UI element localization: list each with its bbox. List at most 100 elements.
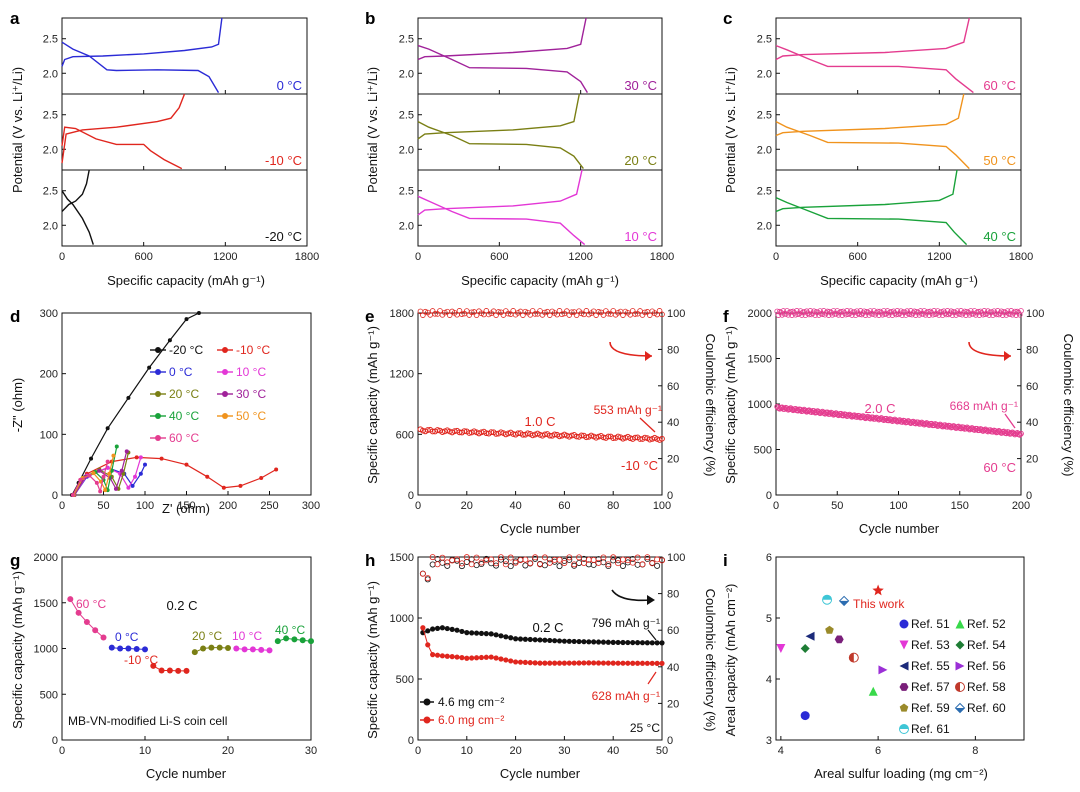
y-ticklabel: 2.0: [757, 220, 772, 232]
charge-curve--10 °C: [61, 93, 186, 164]
plot-frame: [61, 556, 312, 741]
rate-point: [283, 635, 290, 642]
capacity-point: [551, 431, 558, 438]
rate-point: [200, 645, 207, 652]
x-ticklabel: 1200: [927, 251, 951, 263]
f-y2label: Coulombic efficiency (%): [1061, 334, 1076, 477]
subplot-frame: [417, 169, 663, 247]
ce-point: [642, 309, 648, 316]
panel-label-i: i: [723, 551, 728, 570]
y-ticklabel: 1000: [34, 644, 58, 656]
point-Ref. 61-fill: [822, 595, 832, 600]
h-temp-label: 25 °C: [630, 721, 660, 735]
nyquist-point: [91, 471, 96, 476]
x-ticklabel: 600: [134, 251, 152, 263]
ce-point-CE 6.0 mg cm⁻²: [444, 559, 451, 566]
ce-point: [532, 311, 538, 317]
x-ticklabel: 600: [848, 251, 866, 263]
g-label-10: 10 °C: [232, 629, 262, 643]
ce-point: [980, 311, 986, 318]
g-ylabel: Specific capacity (mAh g⁻¹): [10, 571, 25, 729]
final-arrow: [639, 417, 656, 433]
temp-label-c-2: 40 °C: [983, 229, 1016, 244]
capacity-point-6.0 mg cm⁻²: [420, 625, 426, 631]
rate-point: [92, 627, 99, 634]
point-Ref. 55: [805, 631, 815, 641]
x-ticklabel: 0: [59, 745, 65, 757]
ce-point: [874, 308, 881, 315]
nyquist-point: [113, 486, 118, 491]
nyquist-point: [70, 493, 75, 497]
h-legend: 4.6 mg cm⁻² 6.0 mg cm⁻²: [420, 695, 504, 727]
capacity-point: [524, 430, 531, 437]
charge-curve-20 °C: [417, 93, 580, 140]
discharge-curve-0 °C: [61, 41, 220, 93]
ce-point: [422, 308, 429, 315]
ce-point: [956, 311, 963, 317]
capacity-point: [1018, 430, 1024, 437]
ce-point-CE 4.6 mg cm⁻²: [590, 561, 597, 568]
ce-point: [546, 312, 553, 318]
y-ticklabel: 2.5: [399, 186, 414, 198]
ce-point: [505, 310, 512, 317]
ce-point-CE 4.6 mg cm⁻²: [644, 555, 651, 562]
ce-point-CE 6.0 mg cm⁻²: [600, 554, 607, 561]
ce-point-CE 6.0 mg cm⁻²: [458, 560, 465, 567]
y-ticklabel: 0: [766, 490, 772, 502]
nyquist-curve--20 °C: [71, 312, 200, 496]
ce-point-CE 6.0 mg cm⁻²: [595, 559, 602, 566]
i-xlabel: Areal sulfur loading (mg cm⁻²): [814, 766, 988, 781]
capacity-point: [642, 434, 648, 441]
legend-label-50 °C: 50 °C: [236, 409, 266, 423]
ce-point: [993, 311, 1000, 318]
ce-point-CE 6.0 mg cm⁻²: [624, 557, 631, 564]
h-legend-marker-2: [420, 716, 434, 724]
rate-point: [75, 609, 82, 616]
ce-point-CE 6.0 mg cm⁻²: [522, 556, 529, 563]
ce-point: [559, 311, 565, 318]
g-xlabel: Cycle number: [146, 766, 227, 781]
x-ticklabel: 6: [875, 745, 881, 757]
ce-point: [998, 308, 1005, 315]
ce-point: [573, 312, 580, 318]
ce-point: [966, 312, 973, 318]
ce-point-CE 6.0 mg cm⁻²: [556, 556, 563, 563]
x-ticklabel: 150: [177, 500, 195, 512]
x-ticklabel: 100: [136, 500, 154, 512]
nyquist-point: [89, 456, 94, 461]
ce-point: [938, 309, 945, 315]
nyquist-point: [98, 489, 103, 494]
ce-point: [961, 308, 968, 315]
nyquist-point: [184, 462, 189, 467]
h-legend-marker-1: [420, 698, 434, 706]
legend-marker-Ref. 61-fill: [899, 724, 909, 729]
e-y2label: Coulombic efficiency (%): [703, 334, 718, 477]
ce-point: [659, 311, 665, 318]
ce-point: [432, 311, 438, 317]
ce-point: [943, 311, 950, 318]
nyquist-point: [87, 473, 92, 478]
legend-marker: [155, 435, 161, 441]
capacity-line-6.0 mg cm⁻²: [422, 627, 663, 664]
y-ticklabel: 3: [766, 735, 772, 747]
temp-label-a-0: 0 °C: [277, 78, 302, 93]
ce-point: [1012, 308, 1018, 315]
y-ticklabel: 600: [396, 429, 414, 441]
y-ticklabel: 2.5: [757, 110, 772, 122]
legend-label-Ref. 60: Ref. 60: [967, 701, 1006, 715]
point-Ref. 56: [878, 665, 888, 675]
x-ticklabel: 150: [951, 500, 969, 512]
ce-point: [437, 308, 443, 314]
temp-label-b-1: 20 °C: [624, 153, 657, 168]
y-ticklabel: 4: [766, 674, 772, 686]
nyquist-point: [124, 449, 129, 454]
ce-point-CE 4.6 mg cm⁻²: [556, 563, 563, 570]
point-Ref. 59: [825, 625, 834, 634]
y-ticklabel: 0: [408, 490, 414, 502]
nyquist-point: [97, 468, 102, 473]
legend-marker: [155, 347, 161, 353]
y-ticklabel: 2.5: [399, 34, 414, 46]
ce-point: [610, 308, 616, 314]
rate-point: [216, 644, 223, 651]
nyquist-point: [238, 483, 243, 488]
